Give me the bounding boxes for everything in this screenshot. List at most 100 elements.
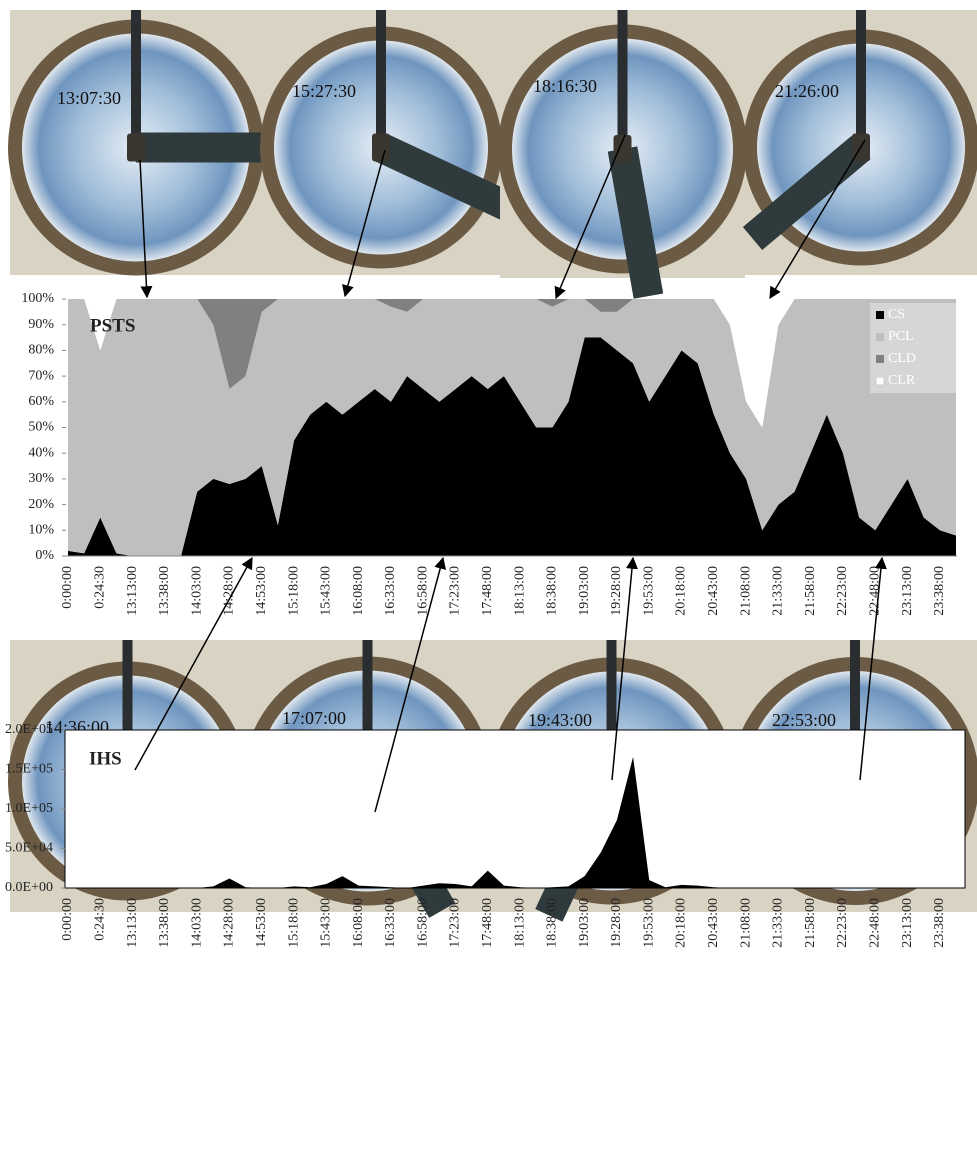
mount-pole — [856, 10, 866, 143]
x-tick-label: 14:03:00 — [189, 898, 204, 948]
mount-head — [127, 133, 145, 162]
time-label: 18:16:30 — [533, 76, 597, 96]
arrow — [859, 556, 887, 781]
x-tick-label: 18:13:00 — [512, 566, 527, 616]
y-tick-label: 100% — [21, 291, 54, 306]
x-tick-label: 16:58:00 — [415, 898, 430, 948]
x-tick-label: 19:28:00 — [609, 898, 624, 948]
x-tick-label: 19:03:00 — [577, 566, 592, 616]
y-tick-label: 50% — [28, 420, 54, 435]
x-tick-label: 13:13:00 — [125, 898, 140, 948]
x-tick-label: 0:24:30 — [93, 898, 108, 941]
arrow — [342, 149, 386, 298]
charts: CS PCL CLD CLR 0% 10% 20% 30% 40% 50% 60% 70% 80% 90%… — [5, 291, 966, 948]
chart: CS PCL CLD CLR 0% 10% 20% 30% 40% 50% 60% 70% 80% 90%… — [21, 291, 957, 616]
x-tick-label: 13:13:00 — [125, 566, 140, 616]
legend-label: CS — [888, 307, 905, 322]
arrow — [769, 139, 866, 300]
area — [68, 299, 956, 556]
x-tick-label: 22:48:00 — [867, 566, 882, 616]
shadow-band — [374, 133, 519, 223]
mount-pole — [376, 10, 386, 143]
x-tick-label: 20:18:00 — [674, 898, 689, 948]
sky-image: 18:16:30 — [498, 10, 747, 299]
time-label: 15:27:30 — [292, 81, 356, 101]
y-tick-label: 1.0E+05 — [5, 801, 53, 816]
x-tick-label: 21:58:00 — [803, 898, 818, 948]
y-tick-label: 1.5E+05 — [5, 762, 53, 777]
legend-label: CLR — [888, 373, 916, 388]
sky-image: 15:27:30 — [260, 10, 519, 275]
x-tick-label: 23:13:00 — [900, 898, 915, 948]
y-tick-label: 5.0E+04 — [5, 841, 53, 856]
x-tick-label: 18:38:00 — [545, 566, 560, 616]
y-tick-label: 30% — [28, 471, 54, 486]
x-tick-label: 19:28:00 — [609, 566, 624, 616]
mount-pole — [131, 10, 141, 143]
x-tick-label: 15:43:00 — [319, 898, 334, 948]
x-tick-label: 14:28:00 — [222, 898, 237, 948]
arrow — [139, 159, 153, 299]
x-tick-label: 14:28:00 — [222, 566, 237, 616]
mount-head — [613, 135, 632, 163]
legend-swatch — [876, 333, 884, 341]
legend-swatch — [875, 376, 885, 386]
arrow — [611, 556, 638, 781]
x-tick-label: 13:38:00 — [157, 566, 172, 616]
y-tick-label: 2.0E+05 — [5, 722, 53, 737]
arrows — [134, 134, 887, 813]
time-label: 21:26:00 — [775, 81, 839, 101]
sky-image: 13:07:30 — [8, 10, 290, 276]
x-tick-label: 22:23:00 — [835, 898, 850, 948]
arrow — [374, 556, 447, 813]
chart-title: PSTS — [90, 315, 135, 336]
mount-pole — [606, 640, 617, 776]
x-tick-label: 21:08:00 — [738, 566, 753, 616]
area — [68, 299, 956, 428]
mount-head — [372, 133, 390, 162]
x-tick-label: 16:08:00 — [351, 898, 366, 948]
x-tick-label: 19:03:00 — [577, 898, 592, 948]
y-tick-label: 10% — [28, 523, 54, 538]
x-tick-label: 17:48:00 — [480, 898, 495, 948]
x-tick-label: 18:38:00 — [545, 898, 560, 948]
y-tick-label: 90% — [28, 317, 54, 332]
y-tick-label: 80% — [28, 343, 54, 358]
arrow — [554, 134, 626, 300]
x-tick-label: 15:18:00 — [286, 898, 301, 948]
x-tick-label: 16:33:00 — [383, 566, 398, 616]
x-tick-label: 0:24:30 — [93, 566, 108, 609]
x-tick-label: 19:53:00 — [641, 566, 656, 616]
x-tick-label: 17:23:00 — [448, 898, 463, 948]
legend: CS PCL CLD CLR — [870, 303, 956, 393]
x-tick-label: 21:33:00 — [771, 898, 786, 948]
y-tick-label: 0.0E+00 — [5, 880, 53, 895]
x-tick-label: 16:58:00 — [415, 566, 430, 616]
x-tick-label: 20:43:00 — [706, 898, 721, 948]
x-tick-label: 0:00:00 — [60, 566, 75, 609]
legend-label: PCL — [888, 329, 914, 344]
x-tick-label: 21:33:00 — [771, 566, 786, 616]
x-tick-label: 16:08:00 — [351, 566, 366, 616]
time-label: 22:53:00 — [772, 710, 836, 730]
plot-background — [64, 729, 966, 889]
y-tick-label: 70% — [28, 368, 54, 383]
sky-image: 21:26:00 — [742, 10, 977, 275]
shadow-band — [742, 136, 871, 251]
legend-swatch — [876, 311, 884, 319]
x-tick-label: 18:13:00 — [512, 898, 527, 948]
time-label: 17:07:00 — [282, 708, 346, 728]
x-tick-label: 14:53:00 — [254, 898, 269, 948]
x-tick-label: 0:00:00 — [60, 898, 75, 941]
y-tick-label: 0% — [35, 548, 54, 563]
chart-title: IHS — [89, 748, 122, 769]
x-tick-label: 14:03:00 — [189, 566, 204, 616]
time-label: 19:43:00 — [528, 710, 592, 730]
x-tick-label: 20:18:00 — [674, 566, 689, 616]
legend-swatch — [876, 355, 884, 363]
x-tick-label: 17:23:00 — [448, 566, 463, 616]
y-tick-label: 20% — [28, 497, 54, 512]
mount-pole — [362, 640, 373, 776]
